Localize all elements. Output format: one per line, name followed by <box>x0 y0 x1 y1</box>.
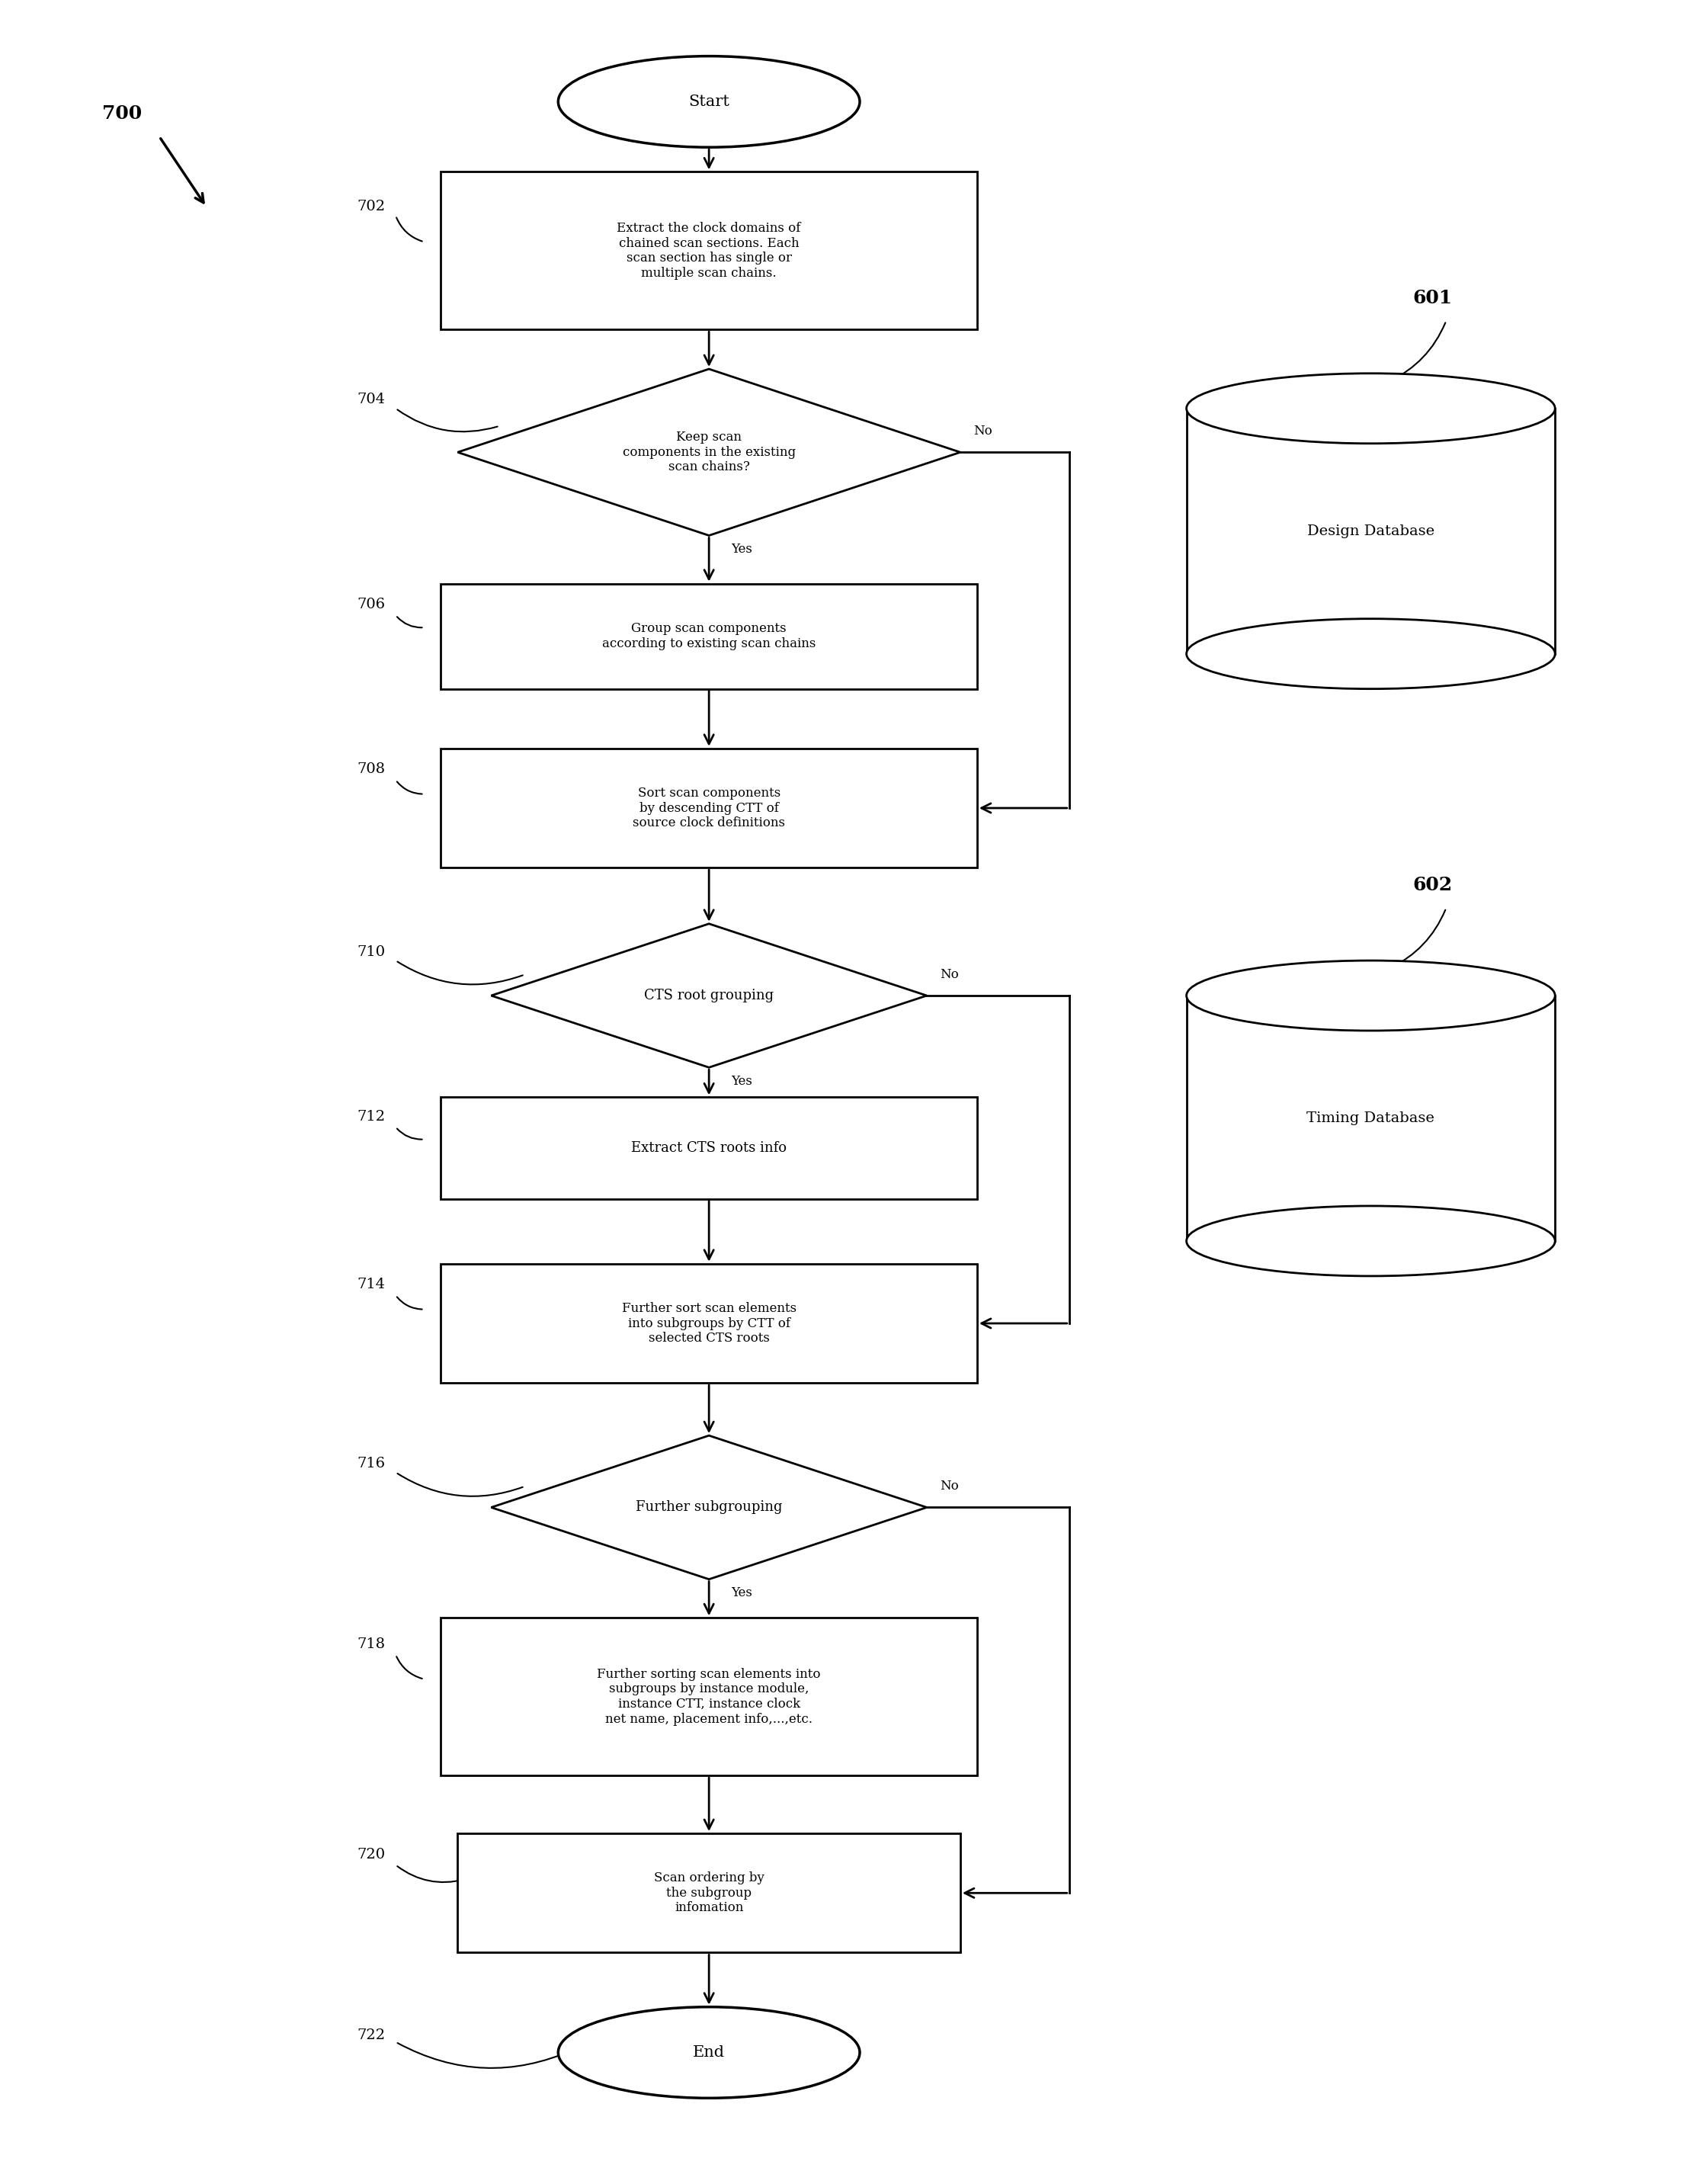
Text: 700: 700 <box>103 105 142 122</box>
Polygon shape <box>457 369 961 535</box>
Text: 602: 602 <box>1413 876 1452 893</box>
Text: 702: 702 <box>357 201 386 214</box>
Ellipse shape <box>558 57 860 146</box>
Bar <box>442 1265 976 1382</box>
Ellipse shape <box>558 2007 860 2099</box>
Polygon shape <box>491 924 927 1068</box>
Text: 708: 708 <box>357 762 386 775</box>
Text: No: No <box>941 968 959 981</box>
Bar <box>442 1618 976 1776</box>
Text: End: End <box>693 2044 725 2060</box>
Text: Start: Start <box>688 94 730 109</box>
Bar <box>442 583 976 688</box>
Bar <box>442 173 976 330</box>
Text: 716: 716 <box>357 1457 386 1470</box>
Polygon shape <box>491 1435 927 1579</box>
Ellipse shape <box>1187 961 1554 1031</box>
Text: Further sort scan elements
into subgroups by CTT of
selected CTS roots: Further sort scan elements into subgroup… <box>622 1302 796 1345</box>
Bar <box>1187 996 1554 1241</box>
Text: Further sorting scan elements into
subgroups by instance module,
instance CTT, i: Further sorting scan elements into subgr… <box>597 1669 821 1725</box>
Bar <box>442 1096 976 1199</box>
Bar <box>1187 408 1554 653</box>
Text: Sort scan components
by descending CTT of
source clock definitions: Sort scan components by descending CTT o… <box>632 786 786 830</box>
Bar <box>457 1832 961 1952</box>
Text: 718: 718 <box>357 1638 386 1651</box>
Text: 710: 710 <box>357 946 386 959</box>
Text: Scan ordering by
the subgroup
infomation: Scan ordering by the subgroup infomation <box>654 1872 764 1915</box>
Text: Keep scan
components in the existing
scan chains?: Keep scan components in the existing sca… <box>622 430 796 474</box>
Text: Timing Database: Timing Database <box>1307 1112 1435 1125</box>
Text: Further subgrouping: Further subgrouping <box>636 1500 782 1514</box>
Text: Yes: Yes <box>730 1586 752 1599</box>
Ellipse shape <box>1187 618 1554 688</box>
Text: 601: 601 <box>1413 288 1452 308</box>
Text: Yes: Yes <box>730 542 752 555</box>
Text: Design Database: Design Database <box>1307 524 1435 537</box>
Ellipse shape <box>1187 373 1554 443</box>
Text: Extract the clock domains of
chained scan sections. Each
scan section has single: Extract the clock domains of chained sca… <box>617 223 801 280</box>
Text: CTS root grouping: CTS root grouping <box>644 989 774 1002</box>
Text: Group scan components
according to existing scan chains: Group scan components according to exist… <box>602 622 816 651</box>
Text: 720: 720 <box>357 1848 386 1861</box>
Text: 706: 706 <box>357 598 386 612</box>
Text: No: No <box>941 1481 959 1494</box>
Text: 722: 722 <box>357 2029 386 2042</box>
Ellipse shape <box>1187 1206 1554 1275</box>
Text: 712: 712 <box>357 1109 386 1123</box>
Text: Extract CTS roots info: Extract CTS roots info <box>631 1142 787 1155</box>
Text: 714: 714 <box>357 1278 386 1291</box>
Bar <box>442 749 976 867</box>
Text: 704: 704 <box>357 393 386 406</box>
Text: No: No <box>975 426 993 437</box>
Text: Yes: Yes <box>730 1075 752 1088</box>
